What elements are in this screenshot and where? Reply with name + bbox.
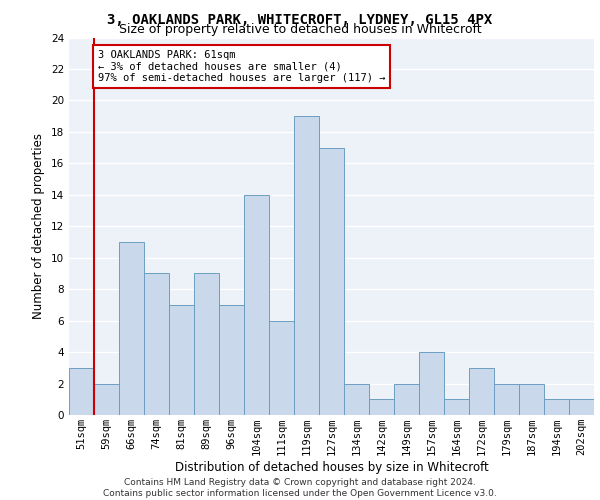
Bar [144, 274, 169, 415]
Bar [419, 352, 444, 415]
Y-axis label: Number of detached properties: Number of detached properties [32, 133, 46, 320]
Bar [194, 274, 219, 415]
Bar [544, 400, 569, 415]
Text: Size of property relative to detached houses in Whitecroft: Size of property relative to detached ho… [119, 22, 481, 36]
Bar [244, 195, 269, 415]
Text: Contains HM Land Registry data © Crown copyright and database right 2024.
Contai: Contains HM Land Registry data © Crown c… [103, 478, 497, 498]
Bar [394, 384, 419, 415]
Bar [69, 368, 94, 415]
Text: 3, OAKLANDS PARK, WHITECROFT, LYDNEY, GL15 4PX: 3, OAKLANDS PARK, WHITECROFT, LYDNEY, GL… [107, 12, 493, 26]
X-axis label: Distribution of detached houses by size in Whitecroft: Distribution of detached houses by size … [175, 461, 488, 474]
Bar [519, 384, 544, 415]
Bar [269, 320, 294, 415]
Bar [94, 384, 119, 415]
Bar [469, 368, 494, 415]
Bar [219, 305, 244, 415]
Bar [344, 384, 369, 415]
Bar [569, 400, 594, 415]
Bar [169, 305, 194, 415]
Text: 3 OAKLANDS PARK: 61sqm
← 3% of detached houses are smaller (4)
97% of semi-detac: 3 OAKLANDS PARK: 61sqm ← 3% of detached … [98, 50, 385, 84]
Bar [494, 384, 519, 415]
Bar [369, 400, 394, 415]
Bar [319, 148, 344, 415]
Bar [119, 242, 144, 415]
Bar [294, 116, 319, 415]
Bar [444, 400, 469, 415]
